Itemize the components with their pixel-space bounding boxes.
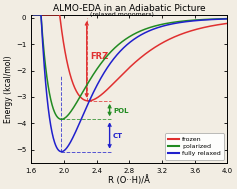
Legend: frozen, polarized, fully relaxed: frozen, polarized, fully relaxed: [165, 133, 224, 160]
Y-axis label: Energy (kcal/mol): Energy (kcal/mol): [4, 55, 13, 123]
Text: POL: POL: [113, 108, 128, 114]
Text: FRZ: FRZ: [90, 52, 108, 61]
Title: ALMO-EDA in an Adiabatic Picture: ALMO-EDA in an Adiabatic Picture: [53, 4, 205, 13]
Text: CT: CT: [113, 133, 123, 139]
Text: (relaxed monomers): (relaxed monomers): [90, 12, 154, 17]
X-axis label: R (Ο··H)/Å: R (Ο··H)/Å: [108, 175, 150, 185]
